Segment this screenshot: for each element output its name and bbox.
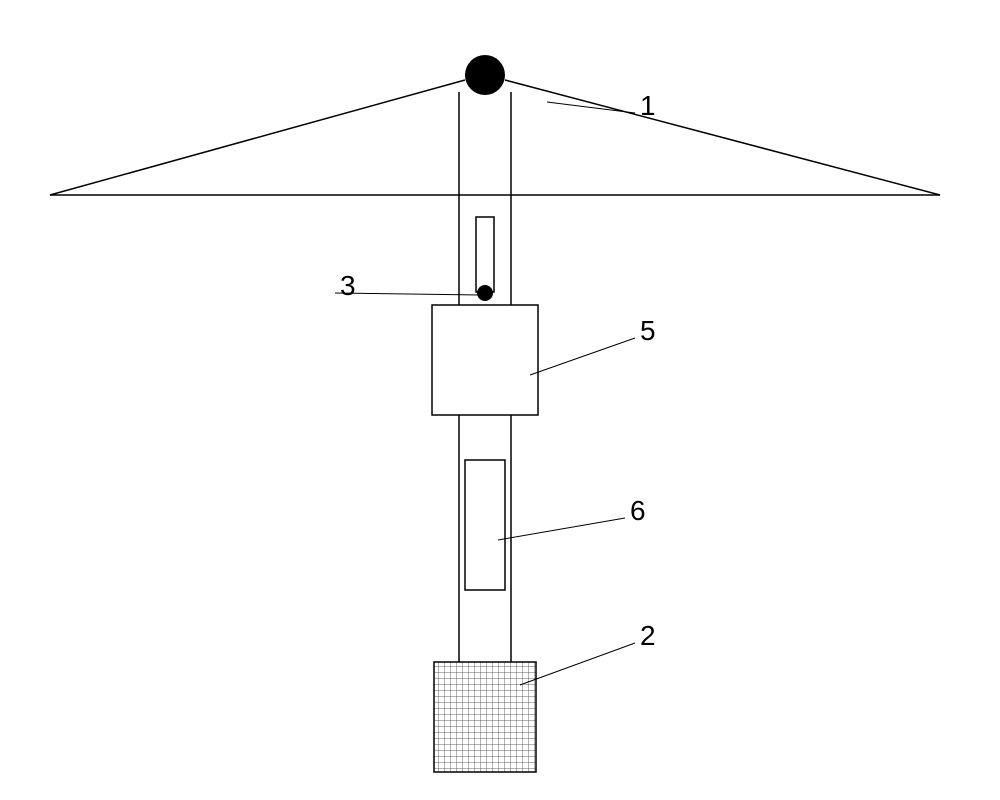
callout-label-1: 1 [640,90,656,121]
callout-label-5: 5 [640,315,656,346]
callout-label-6: 6 [630,495,646,526]
technical-diagram: 1 3 5 6 2 [0,0,1000,800]
callout-label-3: 3 [340,270,356,301]
diagram-svg: 1 3 5 6 2 [0,0,1000,800]
callout-label-2: 2 [640,620,656,651]
